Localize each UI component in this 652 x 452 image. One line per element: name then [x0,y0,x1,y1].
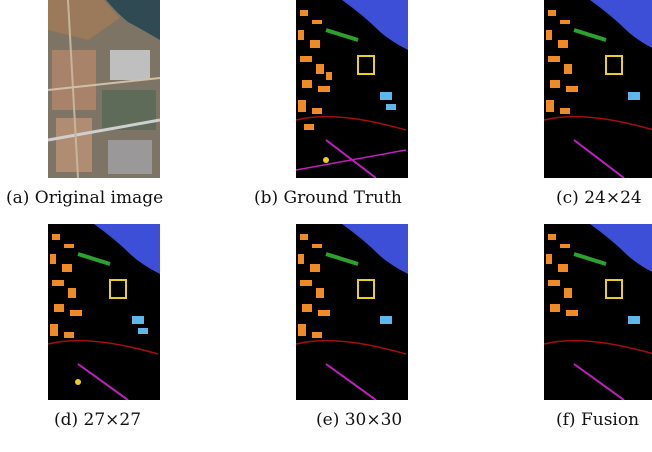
classification-map-27x27 [48,224,160,400]
classification-map-30x30 [296,224,408,400]
caption-b: (b) Ground Truth [254,188,402,208]
caption-c: (c) 24×24 [556,188,642,208]
ground-truth-map [296,0,408,178]
caption-f: (f) Fusion [556,410,640,430]
classification-map-fusion [544,224,652,400]
caption-e: (e) 30×30 [316,410,403,430]
caption-a: (a) Original image [6,188,164,208]
classification-map-24x24 [544,0,652,178]
original-image [48,0,160,178]
caption-d: (d) 27×27 [54,410,142,430]
